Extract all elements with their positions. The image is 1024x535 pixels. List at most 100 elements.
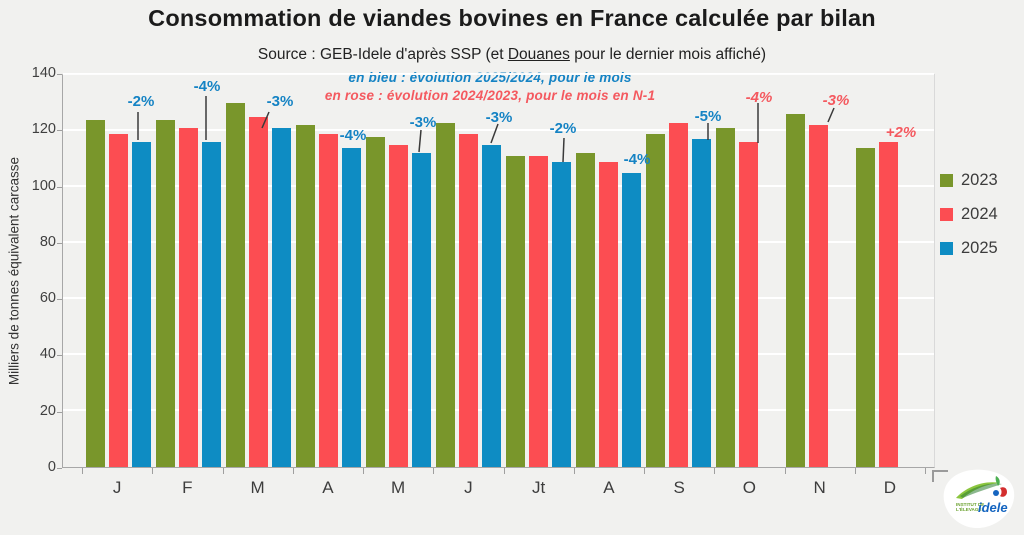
pct-annotation-O: -4%: [745, 89, 773, 106]
x-tick-4: [363, 468, 364, 474]
bar-2023-M: [225, 103, 245, 467]
bar-2024-J: [108, 133, 128, 467]
pct-annotation-M: -3%: [266, 93, 294, 110]
x-tick-label-9-S: S: [673, 478, 685, 497]
x-tick-label-4-A: A: [322, 478, 334, 497]
x-tick-12: [925, 468, 926, 474]
bar-group-3-M: [223, 75, 293, 467]
x-tick-0: [82, 468, 83, 474]
y-tick-0: [57, 468, 62, 469]
bar-group-11-N: [784, 75, 854, 467]
legend-label-2023: 2023: [961, 171, 998, 189]
x-axis-tick-labels: J F M A M J Jt A S O N D: [82, 478, 925, 498]
idele-logo: INSTITUT DE L'ÉLEVAGE idele: [943, 469, 1015, 529]
bar-2025-M: [411, 153, 431, 467]
y-tick-40: [57, 355, 62, 357]
connector-line-M: [261, 111, 270, 129]
y-tick-label-20: 20: [39, 402, 56, 419]
bar-2023-N: [786, 114, 806, 467]
bar-2023-Jt: [506, 156, 525, 467]
pct-annotation-M: -3%: [409, 114, 437, 131]
x-tick-7: [573, 468, 575, 474]
subtitle-suffix: pour le dernier mois affiché): [569, 46, 767, 63]
y-tick-100: [57, 186, 62, 188]
subtitle-prefix: Source : GEB-Idele d'après SSP (et: [257, 46, 508, 63]
bar-group-8-A: [574, 75, 644, 467]
x-tick-label-6-J: J: [464, 478, 473, 497]
bar-2024-M: [388, 145, 408, 467]
x-tick-1: [152, 468, 154, 474]
y-tick-label-60: 60: [39, 290, 56, 307]
bar-2025-S: [692, 139, 712, 467]
y-axis-tick-labels: 0 20 40 60 80 100 120 140: [0, 65, 56, 475]
x-tick-10: [784, 468, 786, 474]
logo-wordmark: idele: [978, 500, 1008, 515]
note-evolution-2024-2023: en rose : évolution 2024/2023, pour le m…: [324, 88, 656, 103]
annotation-connector-lines: [137, 96, 835, 163]
legend-item-2024: 2024: [940, 205, 998, 224]
chart-title: Consommation de viandes bovines en Franc…: [148, 5, 876, 31]
bar-2025-M: [271, 128, 291, 467]
bar-group-12-D: [854, 75, 924, 467]
bar-2024-N: [809, 125, 829, 467]
y-tick-label-40: 40: [39, 346, 56, 363]
x-tick-label-7-Jt: Jt: [532, 478, 546, 497]
bar-2024-O: [739, 142, 759, 467]
pct-annotation-F: -4%: [193, 78, 221, 95]
bar-2023-J: [435, 122, 455, 467]
bar-2023-O: [716, 128, 736, 467]
x-tick-label-5-M: M: [391, 478, 406, 497]
bar-group-7-Jt: [503, 75, 573, 467]
x-tick-6: [503, 468, 505, 474]
pct-annotation-D: +2%: [885, 124, 917, 141]
x-tick-9: [714, 468, 716, 474]
logo-leaf: [995, 476, 1000, 486]
y-tick-20: [57, 411, 62, 413]
connector-line-J: [490, 123, 499, 144]
bar-2023-D: [856, 147, 876, 467]
bar-2023-M: [365, 136, 385, 467]
x-tick-label-3-M: M: [250, 478, 265, 497]
x-tick-3: [292, 468, 294, 474]
pct-annotation-J: -3%: [485, 109, 513, 126]
y-tick-60: [57, 299, 62, 301]
bar-group-1-J: [83, 75, 153, 467]
legend-swatch-2023: [940, 174, 953, 187]
pct-annotation-N: -3%: [822, 92, 850, 109]
x-tick-label-1-J: J: [112, 478, 122, 497]
logo-text-line2: L'ÉLEVAGE: [956, 505, 982, 512]
legend-label-2024: 2024: [961, 205, 998, 223]
bar-2025-J: [131, 142, 151, 467]
y-tick-140: [57, 74, 62, 75]
bar-2024-Jt: [529, 156, 548, 467]
legend: 2023 2024 2025: [940, 171, 998, 273]
connector-line-M: [418, 129, 422, 153]
logo-red-mark: [1000, 487, 1007, 497]
x-tick-2: [222, 468, 224, 474]
x-tick-label-8-A: A: [603, 478, 615, 497]
y-tick-120: [57, 130, 62, 132]
connector-line-N: [827, 107, 835, 123]
plot-area: -2% -4% -3% -4% -3% -3% -2% -4% -5% -4% -3% +2%: [62, 73, 935, 468]
y-tick-label-0: 0: [47, 459, 56, 475]
bar-groups: [63, 75, 934, 467]
bar-2024-J: [458, 133, 478, 467]
y-tick-label-80: 80: [39, 233, 56, 250]
connector-line-Jt: [562, 137, 565, 163]
subtitle-underlined-word: Douanes: [507, 46, 570, 63]
bar-2024-D: [879, 142, 899, 467]
y-tick-label-140: 140: [31, 65, 56, 81]
logo-background-shape: [943, 469, 1015, 529]
legend-item-2023: 2023: [940, 171, 998, 190]
x-tick-label-2-F: F: [182, 478, 193, 497]
bar-2024-F: [178, 128, 198, 467]
x-tick-11: [854, 468, 856, 474]
x-tick-label-11-N: N: [813, 478, 826, 497]
bar-2025-F: [201, 142, 221, 467]
gridline-140: [63, 73, 934, 75]
bar-2025-J: [481, 145, 501, 467]
pct-annotation-Jt: -2%: [549, 120, 577, 137]
logo-blue-dot: [993, 490, 999, 496]
bar-2023-S: [646, 133, 666, 467]
chart-subtitle: Source : GEB-Idele d'après SSP (et Douan…: [0, 46, 1024, 64]
